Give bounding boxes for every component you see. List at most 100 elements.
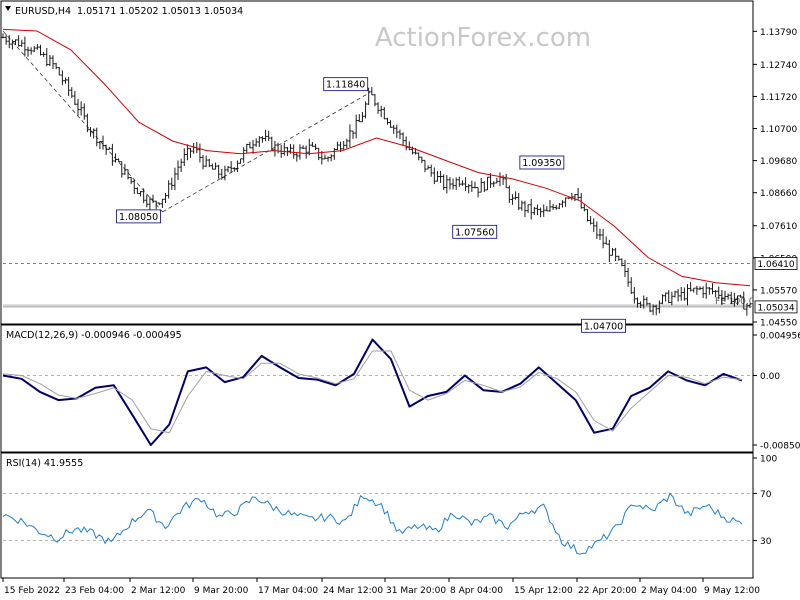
price-bar [667,290,671,304]
price-bar [332,148,336,160]
price-bar [423,159,427,173]
price-bar [645,296,649,306]
price-bar [10,39,14,50]
price-bar [745,303,749,316]
price-bar [317,147,321,161]
axis-level-box: 1.06410 [754,257,798,270]
price-axis-label: 1.05570 [760,286,797,296]
price-bar [70,87,74,98]
price-bar [29,47,33,55]
price-bar [7,35,11,49]
price-bar [157,202,161,206]
price-bar [617,255,621,261]
level-label: 1.07560 [452,224,498,239]
price-bar [45,48,49,67]
price-bar [139,191,143,197]
level-label-text: 1.11840 [326,80,365,91]
fe-label: FE 100.0 [715,297,755,307]
rsi-line [2,492,743,555]
price-bar [717,286,721,300]
rsi-title: RSI(14) 41.9555 [6,458,83,469]
time-axis-label: 8 Apr 04:00 [450,586,503,596]
price-bar [251,139,255,154]
price-bar [248,141,252,149]
axis-level-text: 1.05034 [757,303,794,313]
price-bar [535,204,539,216]
price-bar [695,285,699,295]
price-bar [623,259,627,278]
macd-axis-label: 0.004956 [760,332,800,342]
macd-title: MACD(12,26,9) -0.000946 -0.000495 [6,330,182,341]
price-bar [748,303,752,308]
price-bar [48,54,52,67]
price-bar [689,282,693,292]
price-bar [73,90,77,106]
price-bar [442,174,446,191]
price-axis-label: 1.10700 [760,125,797,135]
price-bar [101,135,105,150]
price-bar [639,301,643,309]
price-bar [182,148,186,166]
price-bar [360,111,364,123]
price-bar [579,193,583,209]
price-bar [142,188,146,204]
price-bar [135,187,139,195]
price-bar [507,185,511,203]
price-bar [64,77,68,84]
price-bar [654,304,658,316]
rsi-axis-label: 100 [760,455,777,465]
price-bar [489,173,493,188]
time-axis-label: 17 Mar 04:00 [258,586,318,596]
price-bar [54,62,58,70]
rsi-panel-frame [0,452,754,579]
price-bar [145,194,149,208]
price-bar [657,300,661,314]
price-bar [420,156,424,164]
price-bar [201,154,205,170]
price-bar [210,163,214,170]
price-bar [445,175,449,194]
price-bar [220,169,224,180]
price-bar [529,198,533,220]
price-bar [607,239,611,263]
price-bar [592,218,596,232]
price-bar [626,267,630,287]
price-bar [554,204,558,210]
price-bar [454,177,458,190]
price-bar [379,105,383,117]
price-bar [98,140,102,150]
price-bar [245,143,249,154]
price-bar [482,181,486,192]
price-bar [498,172,502,187]
price-bar [495,177,499,184]
price-bar [567,197,571,200]
price-bar [682,287,686,301]
price-bar [504,173,508,189]
dropdown-triangle-icon[interactable] [5,6,11,11]
time-axis-label: 24 Mar 12:00 [323,586,383,596]
price-bar [176,160,180,181]
price-bar [154,200,158,210]
price-bar [85,113,89,133]
price-bar [310,142,314,147]
price-bar [217,164,221,179]
level-label-text: 1.07560 [455,227,494,238]
price-bar [4,34,8,45]
price-bar [354,114,358,139]
price-bar [632,287,636,304]
price-bar [407,141,411,151]
price-bar [557,203,561,210]
price-bar [610,247,614,256]
price-bar [370,86,374,96]
price-bar [348,124,352,147]
price-bar [235,160,239,173]
price-bar [651,304,655,316]
price-bar [532,206,536,216]
price-bar [189,148,193,158]
axis-level-text: 1.06410 [757,260,794,270]
price-bar [373,94,377,107]
price-bar [439,170,443,183]
price-bar [598,228,602,241]
axis-level-box: 1.05034 [754,300,798,313]
price-bar [292,144,296,159]
